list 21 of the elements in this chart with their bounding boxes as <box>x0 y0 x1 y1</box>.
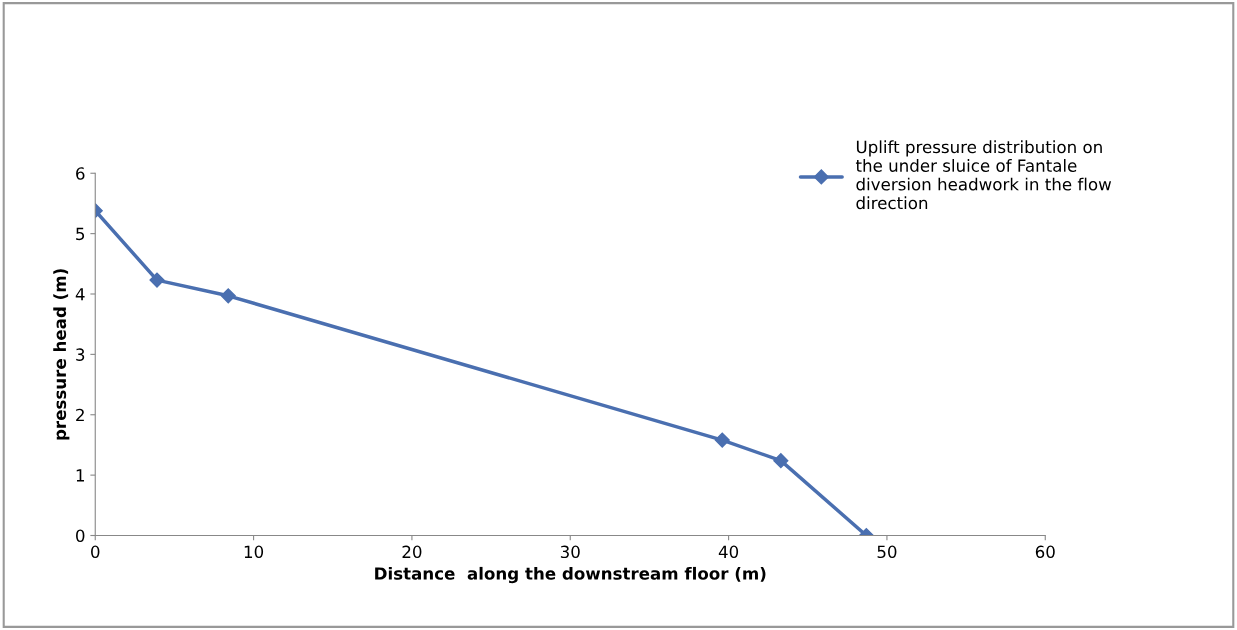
y-tick-label: 1 <box>76 469 84 482</box>
x-tick-label: 30 <box>560 545 580 559</box>
y-tick-label: 3 <box>76 348 85 361</box>
x-tick-label: 40 <box>718 545 739 559</box>
y-tick-label: 5 <box>76 227 85 241</box>
x-tick-label: 50 <box>877 545 897 559</box>
y-tick-label: 6 <box>76 167 85 180</box>
x-tick-label: 20 <box>402 545 422 559</box>
x-tick-label: 10 <box>244 545 264 559</box>
point <box>149 272 165 288</box>
y-tick-label: 4 <box>75 288 85 301</box>
x-tick-label: 0 <box>91 545 100 559</box>
legend-label: Uplift pressure distribution on the under sluice of Fantale diversion headwork in the flow direction <box>855 140 1112 210</box>
y-tick-label: 0 <box>76 529 85 543</box>
point <box>714 432 730 448</box>
point <box>220 288 236 304</box>
y-axis-title: pressure head (m) <box>53 269 70 440</box>
y-tick-label: 2 <box>76 408 84 422</box>
x-axis-title: Distance along the downstream floor (m) <box>375 566 766 584</box>
point <box>773 453 789 469</box>
x-tick-label: 60 <box>1035 545 1055 559</box>
